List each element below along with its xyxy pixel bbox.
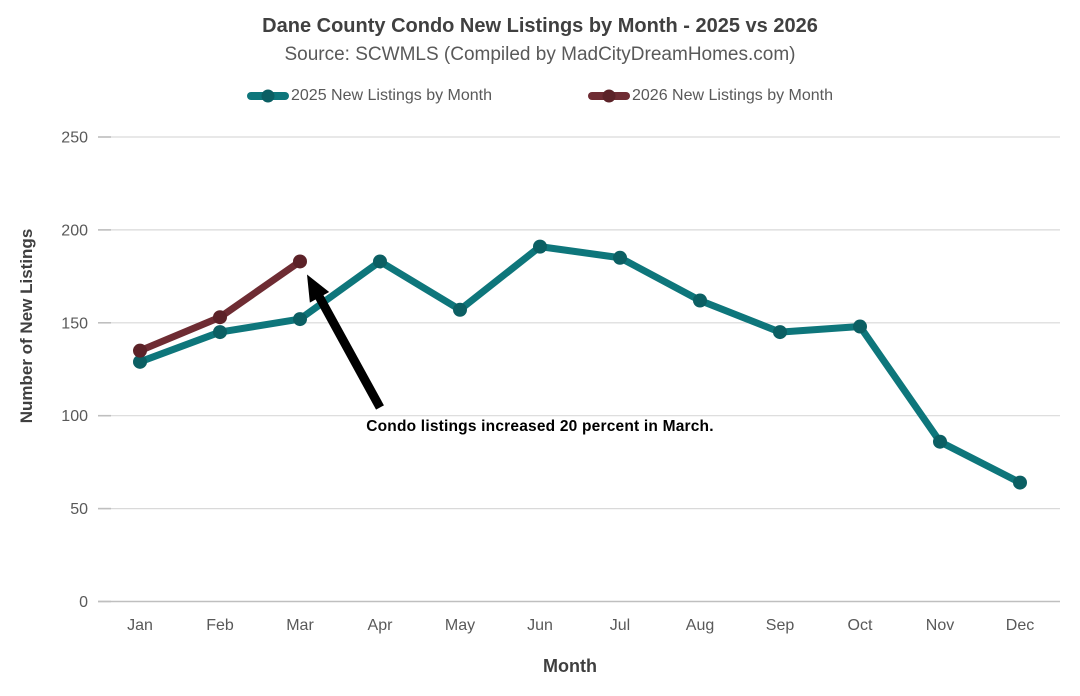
legend-line-marker-2025-icon (247, 89, 289, 103)
data-point-2025 (853, 319, 867, 334)
data-point-2025 (773, 325, 787, 340)
annotation-text: Condo listings increased 20 percent in M… (366, 418, 714, 435)
x-tick-label: Feb (206, 617, 234, 634)
data-point-2025 (933, 434, 947, 449)
y-tick-label: 150 (61, 315, 88, 332)
x-tick-label: Jun (527, 617, 553, 634)
data-point-2025 (613, 250, 627, 265)
legend-dot-2025-icon (261, 89, 275, 103)
legend: 2025 New Listings by Month 2026 New List… (0, 87, 1080, 105)
series-line-2025 (136, 243, 1024, 487)
x-tick-label: Apr (368, 617, 394, 634)
chart-title: Dane County Condo New Listings by Month … (262, 15, 818, 37)
x-tick-label: Nov (926, 617, 954, 634)
x-tick-label: Aug (686, 617, 714, 634)
legend-label-2025: 2025 New Listings by Month (291, 87, 492, 104)
legend-label-2026: 2026 New Listings by Month (632, 87, 833, 104)
legend-dot-2026-icon (602, 89, 616, 103)
data-point-2025 (293, 312, 307, 327)
chart-subtitle: Source: SCWMLS (Compiled by MadCityDream… (284, 44, 796, 65)
data-point-2025 (133, 354, 147, 369)
x-tick-label: Mar (286, 617, 314, 634)
y-tick-label: 0 (79, 594, 88, 611)
data-point-2025 (693, 293, 707, 308)
y-tick-label: 50 (70, 501, 88, 518)
x-tick-label: May (445, 617, 475, 634)
x-tick-label: Dec (1006, 617, 1034, 634)
legend-line-marker-2026-icon (588, 89, 630, 103)
data-point-2025 (213, 325, 227, 340)
annotation-arrow-head (307, 274, 330, 303)
y-tick-label: 100 (61, 408, 88, 425)
data-point-2025 (1013, 475, 1027, 490)
x-axis-title: Month (543, 656, 597, 676)
y-tick-label: 200 (61, 222, 88, 239)
x-tick-label: Sep (766, 617, 795, 634)
y-tick-label: 250 (61, 130, 88, 147)
x-tick-label: Oct (848, 617, 873, 634)
legend-item-2025: 2025 New Listings by Month (247, 87, 492, 105)
data-point-2025 (453, 302, 467, 317)
x-tick-label: Jul (610, 617, 630, 634)
data-point-2026 (133, 343, 147, 358)
legend-item-2026: 2026 New Listings by Month (588, 87, 833, 105)
data-point-2025 (533, 239, 547, 254)
annotation-arrow-shaft (313, 291, 384, 410)
x-tick-label: Jan (127, 617, 153, 634)
y-axis-title: Number of New Listings (17, 228, 36, 424)
data-point-2025 (373, 254, 387, 269)
data-point-2026 (293, 254, 307, 269)
data-point-2026 (213, 310, 227, 325)
